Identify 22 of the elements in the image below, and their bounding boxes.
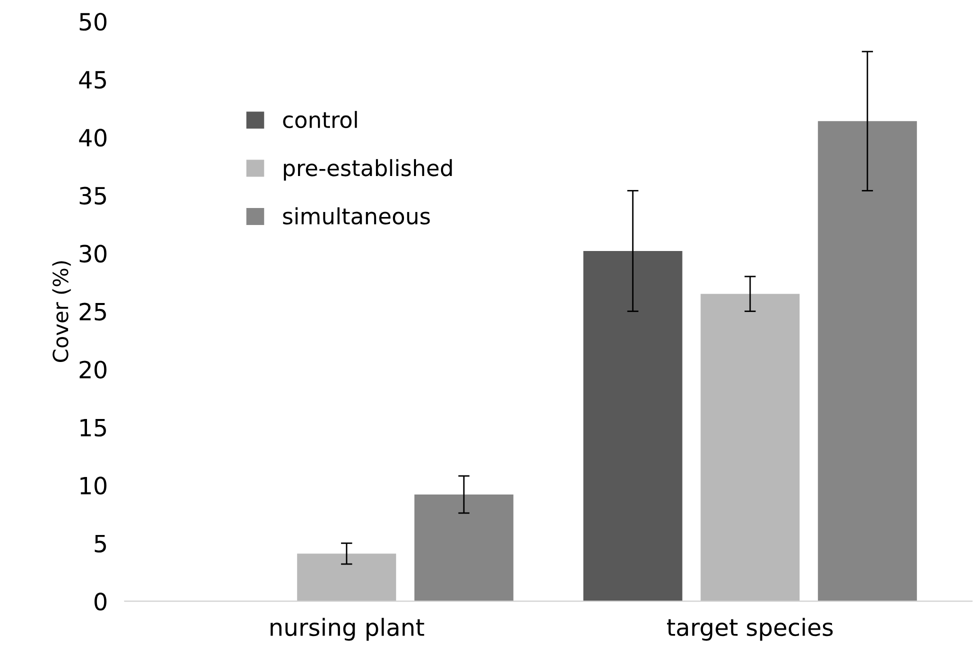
legend-label: pre-established [284,159,452,181]
bar [700,294,800,602]
y-tick-label: 15 [80,419,106,437]
bar [414,494,514,602]
x-tick-label: target species [667,618,833,641]
y-tick-label: 5 [94,534,106,553]
y-tick-label: 30 [80,244,106,263]
y-tick-label: 50 [80,12,106,31]
bar [297,554,396,602]
y-tick-label: 25 [80,302,106,321]
legend-label: simultaneous [283,207,430,225]
y-tick-label: 0 [94,592,106,611]
y-tick-label: 40 [79,128,106,147]
y-tick-label: 45 [79,71,106,89]
legend-label: control [283,110,357,128]
bar [818,121,917,602]
y-tick-label: 20 [80,360,106,379]
y-tick-label: 35 [80,186,106,205]
y-axis-title: Cover (%) [52,261,71,362]
x-tick-label: nursing plant [270,618,424,641]
y-tick-label: 10 [80,476,106,495]
bar [583,250,682,602]
